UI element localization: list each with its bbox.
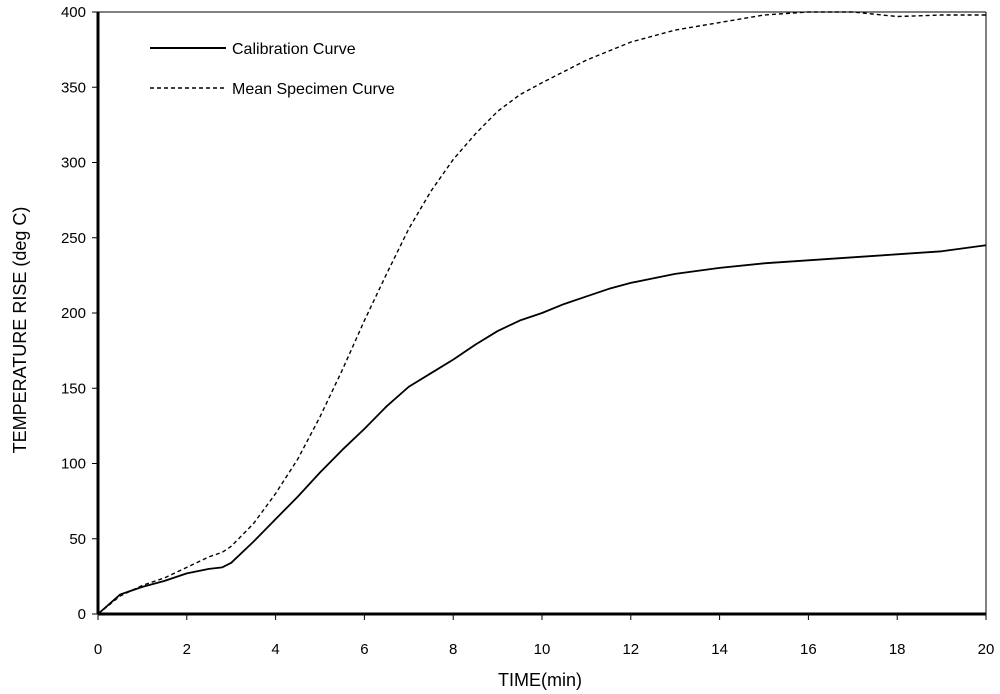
- x-tick-label: 12: [622, 641, 639, 658]
- y-tick-label: 250: [61, 230, 86, 247]
- x-tick-label: 4: [271, 641, 279, 658]
- x-tick-label: 0: [94, 641, 102, 658]
- y-tick-label: 400: [61, 4, 86, 21]
- x-tick-label: 2: [183, 641, 191, 658]
- series-layer: [97, 11, 987, 615]
- x-tick-label: 10: [534, 641, 551, 658]
- legend: Calibration Curve Mean Specimen Curve: [150, 41, 395, 98]
- x-tick-label: 8: [449, 641, 457, 658]
- y-tick-label: 0: [78, 606, 86, 623]
- y-tick-label: 150: [61, 380, 86, 397]
- y-tick-label: 100: [61, 456, 86, 473]
- y-axis-title: TEMPERATURE RISE (deg C): [10, 207, 30, 454]
- y-tick-label: 300: [61, 155, 86, 172]
- x-tick-label: 16: [800, 641, 817, 658]
- y-axis: 0 50 100 150 200 250 300 350 400: [61, 4, 98, 623]
- legend-label-specimen: Mean Specimen Curve: [232, 81, 395, 98]
- x-axis-title: TIME(min): [498, 670, 582, 690]
- x-tick-label: 20: [978, 641, 995, 658]
- y-tick-label: 200: [61, 305, 86, 322]
- x-tick-label: 14: [711, 641, 728, 658]
- series-line-calibration: [97, 244, 987, 615]
- x-tick-label: 6: [360, 641, 368, 658]
- y-tick-label: 50: [69, 531, 86, 548]
- series-line-specimen: [97, 11, 986, 615]
- x-tick-label: 18: [889, 641, 906, 658]
- x-axis: 0 2 4 6 8 10 12 14 16 18 20: [94, 614, 995, 658]
- y-tick-label: 350: [61, 79, 86, 96]
- legend-label-calibration: Calibration Curve: [232, 41, 356, 58]
